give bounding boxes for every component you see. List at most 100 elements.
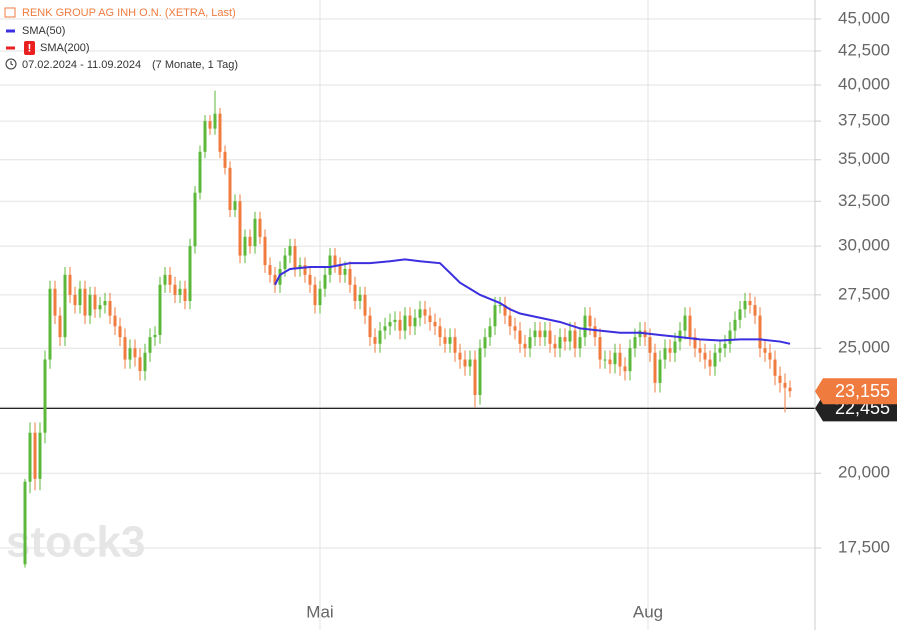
candle-body (603, 359, 607, 361)
candle-body (683, 315, 687, 331)
candle-body (743, 300, 747, 310)
candle-body (613, 352, 617, 365)
candle-body (288, 246, 292, 256)
candle-body (408, 315, 412, 327)
candle-body (388, 321, 392, 327)
candle-body (223, 151, 227, 168)
candle-body (588, 315, 592, 327)
date-range: 07.02.2024 - 11.09.2024 (22, 59, 141, 71)
candle-body (293, 246, 297, 269)
candle-body (693, 337, 697, 349)
candle-body (438, 326, 442, 338)
candle-body (528, 337, 532, 349)
candle-body (113, 315, 117, 327)
candle-body (583, 315, 587, 338)
candle-body (228, 167, 232, 210)
candle-body (343, 268, 347, 275)
candle-body (468, 359, 472, 367)
candle-body (608, 359, 612, 365)
candle-body (178, 288, 182, 295)
candle-body (263, 236, 267, 266)
candle-body (323, 274, 327, 289)
candle-body (348, 268, 352, 285)
candle-body (203, 121, 207, 152)
candle-body (723, 343, 727, 349)
candle-body (143, 352, 147, 372)
x-tick-label: Aug (633, 602, 663, 621)
candle-body (538, 330, 542, 338)
candle-body (523, 343, 527, 349)
y-tick-label: 37,500 (838, 111, 890, 130)
warning-mark: ! (28, 42, 32, 54)
candle-body (158, 284, 162, 335)
candle-body (33, 432, 37, 479)
y-tick-label: 27,500 (838, 284, 890, 303)
candle-body (48, 288, 52, 360)
candle-body (353, 284, 357, 301)
candle-body (68, 274, 72, 295)
candle-body (53, 288, 57, 316)
candle-body (518, 330, 522, 344)
candle-body (453, 337, 457, 353)
candle-body (73, 294, 77, 306)
duration: (7 Monate, 1 Tag) (152, 59, 238, 71)
candle-body (663, 348, 667, 360)
candle-body (173, 284, 177, 295)
candle-body (333, 255, 337, 266)
candle-body (128, 348, 132, 360)
candle-body (368, 315, 372, 338)
candle-body (213, 113, 217, 129)
candle-body (618, 352, 622, 367)
candle-body (688, 315, 692, 338)
candle-body (578, 337, 582, 349)
candle-body (63, 274, 67, 338)
warning-icon[interactable] (24, 41, 35, 55)
candle-body (123, 337, 127, 360)
legend-entry: SMA(50) (22, 25, 65, 37)
candle-body (448, 337, 452, 344)
candle-body (783, 382, 787, 388)
candle-body (573, 330, 577, 349)
y-tick-label: 45,000 (838, 8, 890, 27)
candle-body (753, 305, 757, 316)
x-tick-label: Mai (306, 602, 333, 621)
candle-body (428, 315, 432, 322)
candle-body (623, 366, 627, 372)
candle-body (493, 305, 497, 327)
candle-body (328, 255, 332, 275)
candle-body (108, 300, 112, 316)
candle-body (153, 334, 157, 338)
candle-body (28, 432, 32, 482)
candle-body (413, 317, 417, 327)
candle-body (668, 348, 672, 353)
candle-body (638, 330, 642, 338)
candle-body (363, 294, 367, 316)
y-tick-label: 25,000 (838, 338, 890, 357)
candle-body (268, 265, 272, 275)
candle-body (498, 305, 502, 307)
candle-body (488, 326, 492, 338)
candle-body (738, 309, 742, 320)
candle-body (188, 246, 192, 301)
candle-body (338, 265, 342, 275)
candle-body (713, 352, 717, 367)
candle-body (378, 330, 382, 344)
candle-body (733, 319, 737, 331)
candle-body (503, 305, 507, 316)
candle-body (393, 319, 397, 322)
candle-body (703, 352, 707, 360)
candle-body (403, 315, 407, 331)
candle-body (648, 337, 652, 353)
candle-body (303, 265, 307, 275)
candle-body (548, 330, 552, 344)
y-tick-label: 32,500 (838, 191, 890, 210)
candle-body (563, 337, 567, 342)
candle-body (433, 321, 437, 327)
candle-body (198, 151, 202, 193)
candle-body (658, 359, 662, 383)
candle-body (253, 218, 257, 247)
candle-body (628, 348, 632, 372)
watermark: stock3 (6, 518, 145, 567)
candle-body (193, 192, 197, 247)
